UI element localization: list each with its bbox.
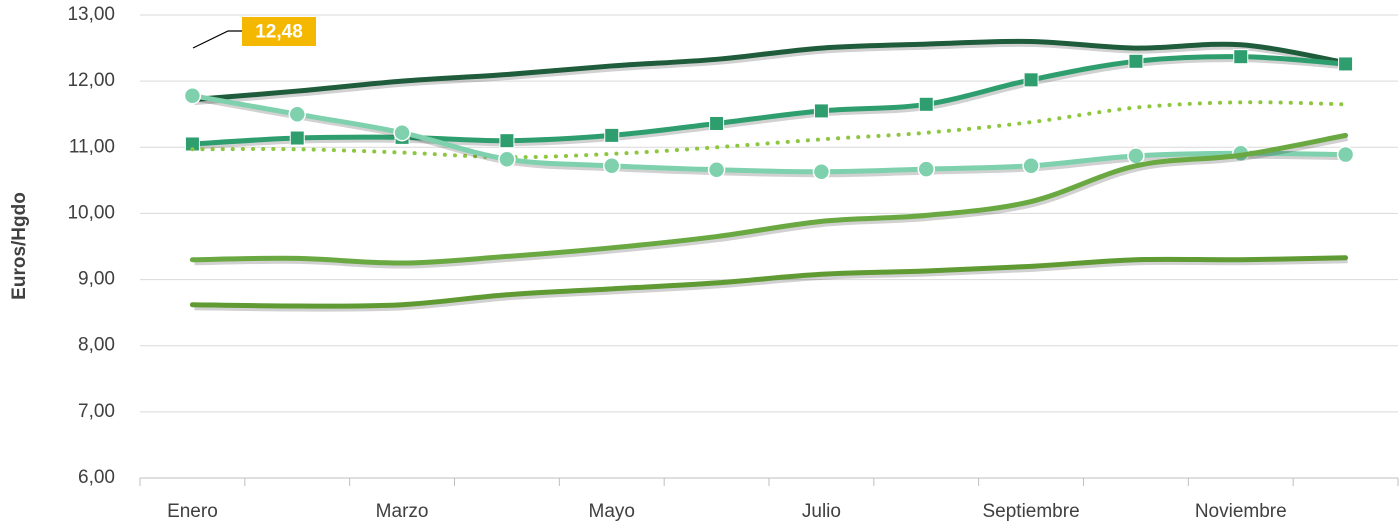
y-axis-title: Euros/Hgdo [9,192,30,300]
y-tick-label: 9,00 [78,269,115,290]
x-tick-label: Enero [167,501,218,522]
shadow [194,135,1349,269]
marker [289,130,305,146]
shadow [194,41,1349,106]
y-tick-label: 11,00 [69,136,115,157]
y-tick-label: 8,00 [78,335,115,356]
marker [1022,157,1040,175]
marker [918,96,934,112]
y-tick-label: 7,00 [78,401,115,422]
marker [183,86,202,105]
annotation-box [242,17,316,46]
series [189,132,1349,269]
marker [707,161,726,179]
marker [499,133,515,149]
marker [1023,72,1039,88]
series-line [189,255,1349,309]
marker [1336,145,1355,164]
series-line [190,100,1348,160]
marker [498,150,516,168]
marker [812,163,831,181]
y-tick-label: 13,00 [67,4,115,25]
marker [288,105,306,123]
marker [1128,53,1144,69]
series [183,86,1355,181]
series [189,255,1349,312]
x-tick-label: Marzo [376,501,429,522]
y-tick-label: 10,00 [67,202,115,223]
marker [1233,49,1249,65]
marker [1127,147,1145,165]
marker [813,103,829,119]
marker [917,160,935,178]
annotation-leader [192,30,242,49]
series-line [189,38,1349,103]
marker [709,115,725,131]
y-tick-label: 12,00 [67,70,115,91]
shadow [193,96,1348,178]
series [189,38,1349,106]
series-line [189,93,1349,175]
x-tick-label: Mayo [589,501,635,522]
x-tick-label: Noviembre [1195,501,1287,522]
series [184,49,1354,152]
x-tick-label: Julio [802,501,841,522]
y-tick-label: 6,00 [78,467,115,488]
series [190,100,1348,163]
marker [603,157,621,175]
shadow [194,258,1348,312]
marker [604,127,620,143]
series-line [189,54,1349,147]
marker [1338,56,1354,72]
x-tick-label: Septiembre [982,501,1079,522]
annotation-text: 12,48 [255,22,303,43]
shadow [194,57,1348,150]
series-line [189,132,1349,266]
marker [393,123,411,142]
